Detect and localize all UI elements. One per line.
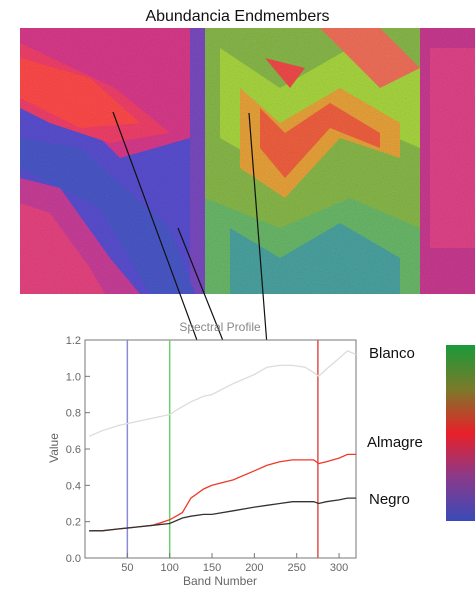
chart-title: Spectral Profile [179,320,261,334]
y-tick-label: 0.8 [66,408,81,420]
x-axis-label: Band Number [183,574,257,588]
x-tick-label: 150 [203,562,221,574]
label-negro: Negro [369,491,410,508]
series-line-negro [89,497,356,532]
x-tick-label: 100 [161,562,179,574]
arrow-blanco [248,112,273,360]
spectral-profile-chart: Spectral Profile Band Number Value 0.0 0.… [47,320,357,588]
x-tick-label: 300 [330,562,348,574]
y-tick-label: 0.4 [66,480,81,492]
label-almagre: Almagre [367,434,423,451]
x-tick-label: 250 [288,562,306,574]
figure-title: Abundancia Endmembers [145,8,330,25]
y-tick-label: 1.0 [66,371,81,383]
series-line-blanco [88,350,357,437]
y-tick-label: 0.0 [66,553,81,565]
abundance-colorbar [446,345,475,521]
plot-frame [84,339,357,559]
x-tick-label: 200 [245,562,263,574]
x-tick-label: 50 [121,562,133,574]
label-blanco: Blanco [369,345,415,362]
y-axis-label: Value [47,433,61,463]
abundance-image [20,28,475,294]
y-tick-label: 0.2 [66,517,81,529]
y-tick-label: 1.2 [66,335,81,347]
y-tick-label: 0.6 [66,444,81,456]
